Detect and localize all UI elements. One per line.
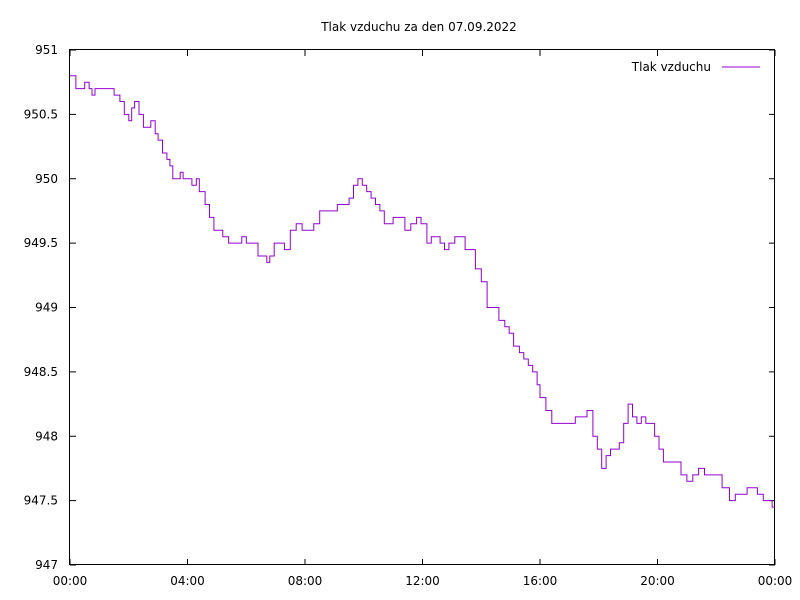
- x-tick-label: 20:00: [640, 574, 675, 588]
- y-tick-label: 950.5: [24, 107, 58, 121]
- x-tick-label: 00:00: [53, 574, 88, 588]
- x-tick-label: 12:00: [405, 574, 440, 588]
- y-tick-label: 947: [35, 558, 58, 572]
- y-tick-label: 949.5: [24, 236, 58, 250]
- chart-title: Tlak vzduchu za den 07.09.2022: [320, 20, 517, 34]
- plot-area-border: [69, 49, 775, 565]
- y-tick-label: 947.5: [24, 494, 58, 508]
- series-line: [70, 75, 775, 508]
- x-tick-label: 16:00: [523, 574, 558, 588]
- legend: Tlak vzduchu: [631, 60, 760, 74]
- x-tick-label: 08:00: [288, 574, 323, 588]
- x-tick-label: 00:00: [758, 574, 793, 588]
- series-group: [70, 75, 775, 508]
- legend-label: Tlak vzduchu: [631, 60, 711, 74]
- y-axis: 947 947.5 948 948.5 949 949.5 950 950.5 951: [24, 43, 775, 572]
- y-tick-label: 949: [35, 301, 58, 315]
- y-tick-label: 951: [35, 43, 58, 57]
- y-tick-label: 950: [35, 172, 58, 186]
- x-tick-label: 04:00: [170, 574, 205, 588]
- y-tick-label: 948.5: [24, 365, 58, 379]
- y-tick-label: 948: [35, 429, 58, 443]
- x-axis: 00:00 04:00 08:00 12:00 16:00 20:00 00:00: [53, 50, 793, 588]
